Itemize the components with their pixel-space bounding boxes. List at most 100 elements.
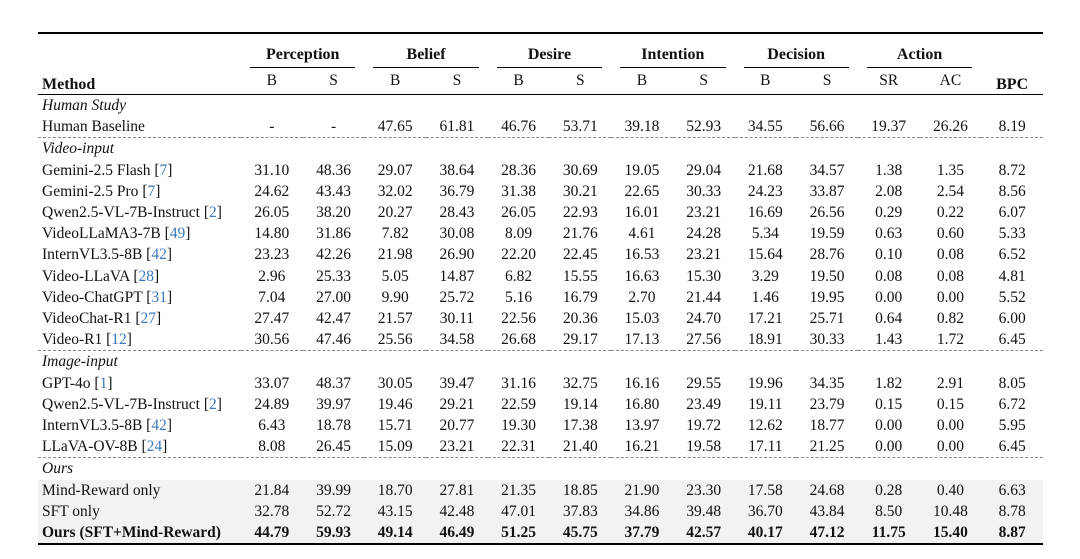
section-title-video-input: Video-input — [38, 137, 1043, 160]
value-cell: 32.78 — [241, 500, 303, 523]
subcolumn-header-belief-b: B — [364, 68, 427, 95]
citation-link[interactable]: 49 — [169, 225, 186, 243]
value-cell: 9.90 — [381, 288, 409, 306]
value-cell: 28.43 — [439, 204, 475, 222]
value-cell: 27.81 — [426, 479, 488, 501]
value-cell: 40.17 — [734, 522, 797, 545]
value-cell: 22.45 — [562, 246, 598, 264]
value-cell: 24.68 — [796, 479, 858, 501]
value-cell: 24.23 — [747, 182, 783, 200]
citation-link[interactable]: 7 — [147, 182, 156, 200]
value-cell: 10.48 — [919, 500, 982, 523]
value-cell: 27.47 — [254, 310, 290, 328]
value-cell: 7.04 — [258, 288, 286, 306]
value-cell: 19.14 — [562, 395, 598, 413]
column-group-label: Action — [866, 46, 973, 68]
value-cell: 29.04 — [686, 161, 722, 179]
value-cell: 15.64 — [747, 246, 783, 264]
value-cell: 30.33 — [809, 331, 845, 349]
value-cell: 33.87 — [809, 182, 845, 200]
method-cell: Human Baseline — [38, 116, 241, 138]
value-cell: 6.45 — [998, 331, 1026, 349]
value-cell: 59.93 — [302, 522, 365, 545]
method-cell: SFT only — [38, 500, 241, 523]
value-cell: 17.11 — [748, 438, 783, 456]
citation-link[interactable]: 7 — [159, 161, 168, 179]
subcolumn-header-intention-b: B — [611, 68, 673, 95]
value-cell: 0.64 — [875, 310, 903, 328]
value-cell: 18.91 — [747, 331, 783, 349]
citation-link[interactable]: 42 — [151, 246, 167, 264]
value-cell: 31.16 — [501, 374, 537, 392]
value-cell: 44.79 — [241, 522, 303, 545]
citation-link[interactable]: 24 — [146, 438, 163, 456]
value-cell: 0.08 — [875, 267, 903, 285]
citation-link[interactable]: 1 — [99, 374, 108, 392]
value-cell: 42.57 — [672, 522, 735, 545]
value-cell: 34.35 — [809, 374, 845, 392]
citation-link[interactable]: 42 — [151, 417, 167, 435]
citation-link[interactable]: 31 — [151, 288, 167, 306]
value-cell: 47.12 — [796, 522, 858, 545]
value-cell: 16.63 — [624, 267, 660, 285]
value-cell: 0.40 — [919, 479, 982, 501]
method-name: LLaVA-OV-8B — [42, 438, 138, 456]
value-cell: 46.49 — [426, 522, 488, 545]
value-cell: 46.76 — [501, 118, 537, 136]
value-cell: 0.00 — [875, 438, 903, 456]
value-cell: 29.07 — [377, 161, 413, 179]
subcolumn-header-desire-b: B — [487, 68, 550, 95]
value-cell: 1.72 — [936, 331, 964, 349]
citation-link[interactable]: 28 — [138, 267, 155, 285]
subcolumn-header-perception-b: B — [241, 68, 303, 95]
method-name: Qwen2.5-VL-7B-Instruct — [42, 395, 200, 413]
method-name: Human Baseline — [42, 118, 145, 136]
value-cell: 5.95 — [998, 417, 1026, 435]
value-cell: 43.84 — [796, 500, 858, 523]
value-cell: 6.45 — [998, 438, 1026, 456]
value-cell: 0.08 — [936, 246, 964, 264]
value-cell: 16.01 — [624, 204, 660, 222]
value-cell: 22.56 — [501, 310, 537, 328]
value-cell: 21.57 — [377, 310, 413, 328]
value-cell: 11.75 — [857, 522, 920, 545]
value-cell: 0.28 — [857, 479, 920, 501]
value-cell: 25.72 — [439, 288, 475, 306]
value-cell: 21.76 — [562, 225, 598, 243]
table-row: Video-LLaVA [28] 2.96 25.33 5.05 14.87 6.82 15… — [38, 266, 1043, 287]
value-cell: 39.47 — [439, 374, 475, 392]
value-cell: 26.05 — [254, 204, 290, 222]
value-cell: 30.05 — [377, 374, 413, 392]
value-cell: 23.23 — [254, 246, 290, 264]
value-cell: 16.21 — [624, 438, 660, 456]
method-cell: Ours (SFT+Mind-Reward) — [38, 522, 241, 545]
value-cell: 23.30 — [672, 479, 735, 501]
method-column-header: Method — [38, 33, 241, 95]
value-cell: 27.56 — [686, 331, 722, 349]
value-cell: 8.19 — [998, 118, 1026, 136]
citation-link[interactable]: 2 — [209, 395, 217, 413]
value-cell: 36.70 — [734, 500, 797, 523]
value-cell: 22.65 — [624, 182, 660, 200]
value-cell: 21.84 — [241, 479, 303, 501]
value-cell: 19.50 — [809, 267, 845, 285]
value-cell: 19.37 — [871, 118, 907, 136]
value-cell: 39.97 — [316, 395, 351, 413]
value-cell: 20.27 — [377, 204, 413, 222]
value-cell: 15.09 — [377, 438, 413, 456]
citation-link[interactable]: 12 — [111, 331, 127, 349]
value-cell: 6.43 — [258, 417, 286, 435]
value-cell: 0.15 — [875, 395, 903, 413]
citation-link[interactable]: 2 — [209, 204, 217, 222]
value-cell: 14.87 — [439, 267, 475, 285]
method-cell: VideoChat-R1 [27] — [42, 310, 162, 328]
method-cell: Mind-Reward only — [38, 479, 241, 501]
value-cell: 21.68 — [747, 161, 783, 179]
value-cell: 47.65 — [377, 118, 413, 136]
value-cell: 6.52 — [998, 246, 1026, 264]
value-cell: 15.71 — [377, 417, 413, 435]
value-cell: 48.37 — [316, 374, 351, 392]
value-cell: 26.45 — [316, 438, 351, 456]
subcolumn-header-belief-s: S — [426, 68, 488, 95]
citation-link[interactable]: 27 — [140, 310, 157, 328]
